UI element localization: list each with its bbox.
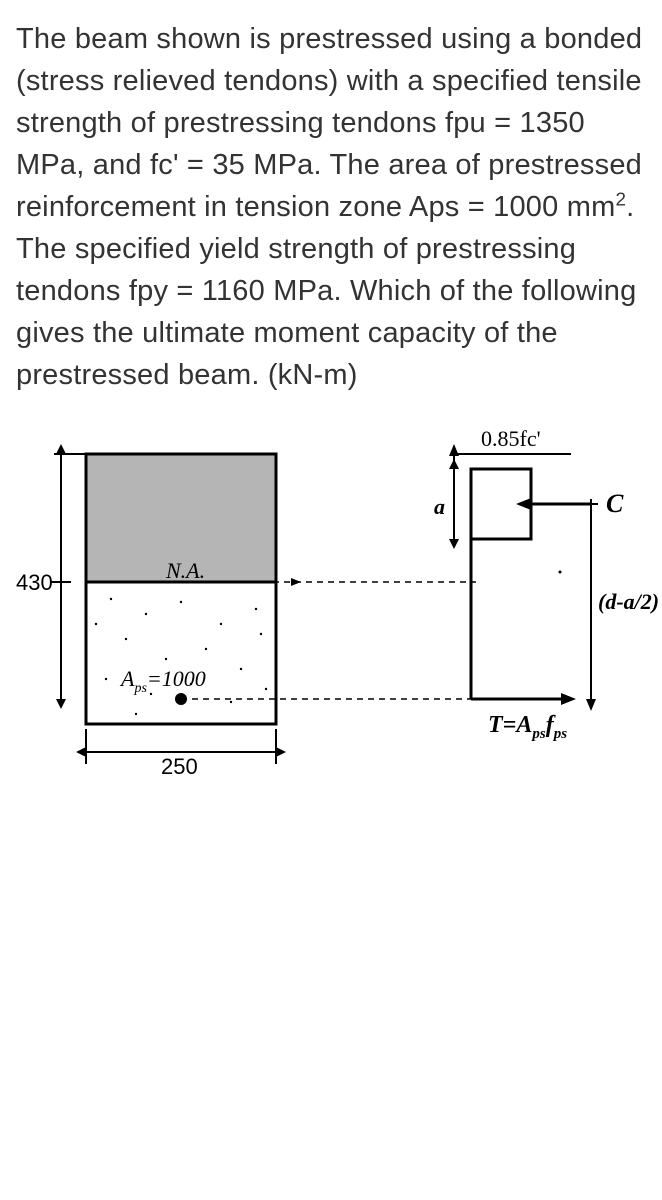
width-dim-right-arrow [276,747,286,757]
area-exponent: 2 [615,189,626,210]
depth-dim-top-arrow [56,444,66,454]
width-label: 250 [161,754,198,779]
a-top-arrow [449,459,459,469]
depth-dim-bottom-arrow [56,699,66,709]
t-label: T=Apsfps [488,712,567,742]
lever-bottom-arrow [586,699,596,711]
top-stress-left-arrow [449,444,459,456]
value-aps: 1000 [493,191,558,223]
beam-figure: N.A. Aps=1000 430 250 [16,424,646,784]
a-bottom-arrow [449,539,459,549]
value-fpu: 1350 [520,107,585,139]
c-label: C [606,489,624,518]
width-dim-left-arrow [76,747,86,757]
text-part-2: MPa, and fc' = [16,149,212,181]
text-part-4: mm [558,191,615,223]
value-fpy: 1160 [202,275,265,307]
na-arrowhead [291,578,301,586]
page-root: The beam shown is prestressed using a bo… [0,0,662,804]
c-force-arrowhead [516,498,531,510]
na-label: N.A. [165,558,205,583]
problem-statement: The beam shown is prestressed using a bo… [16,18,646,396]
stray-dot [559,571,562,574]
lever-arm-label: (d-a/2) [598,589,659,614]
beam-svg: N.A. Aps=1000 430 250 [16,424,662,784]
t-force-arrowhead [561,693,576,705]
depth-label: 430 [16,570,53,595]
a-label: a [434,494,445,519]
value-fc-prime: 35 [212,149,245,181]
top-stress-label: 0.85fc' [481,426,541,451]
